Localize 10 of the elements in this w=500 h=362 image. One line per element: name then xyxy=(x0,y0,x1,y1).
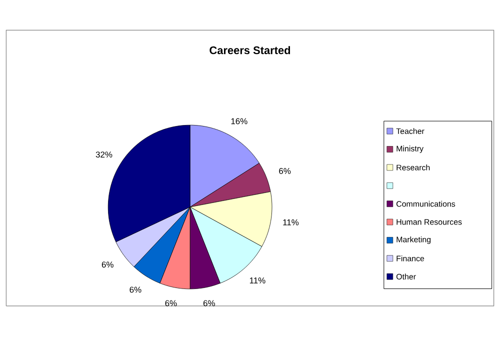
data-label: 6% xyxy=(165,300,177,306)
data-label: 6% xyxy=(279,168,291,174)
data-label: 11% xyxy=(283,219,299,226)
data-label: 11% xyxy=(250,277,266,284)
data-label: 6% xyxy=(203,300,215,306)
data-label: 16% xyxy=(231,118,248,124)
data-label: 6% xyxy=(102,262,114,268)
chart-title: Careers Started xyxy=(210,46,290,54)
data-label: 32% xyxy=(96,152,112,158)
data-label: 6% xyxy=(130,286,142,293)
